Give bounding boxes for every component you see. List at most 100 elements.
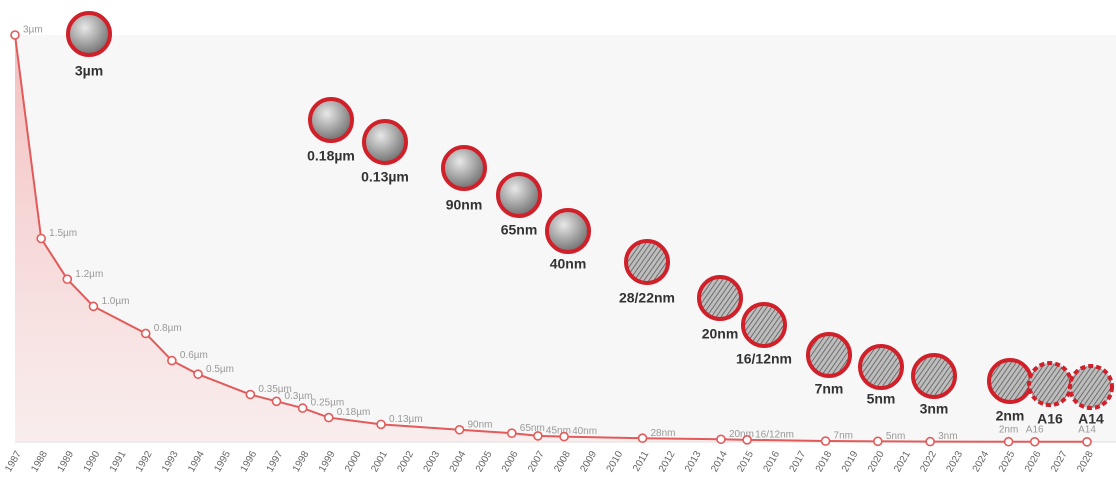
area bbox=[15, 35, 1087, 442]
point bbox=[323, 412, 334, 423]
callout-label: A16 bbox=[1037, 411, 1063, 427]
point bbox=[1082, 437, 1092, 447]
value-label: 5nm bbox=[886, 431, 905, 442]
callout-label: 3nm bbox=[920, 401, 949, 417]
point bbox=[376, 419, 386, 430]
process-image bbox=[697, 275, 743, 321]
x-tick-label: 2003 bbox=[422, 449, 443, 474]
point bbox=[533, 431, 543, 441]
point bbox=[1029, 436, 1040, 447]
value-label: 20nm bbox=[729, 429, 754, 440]
x-tick-label: 2008 bbox=[552, 449, 573, 474]
process-image bbox=[545, 208, 591, 254]
x-tick-label: 1990 bbox=[82, 449, 103, 474]
process-image bbox=[308, 97, 354, 143]
value-label: 0.6µm bbox=[180, 350, 208, 361]
point bbox=[1003, 436, 1014, 447]
point bbox=[271, 396, 282, 407]
x-tick-label: 1987 bbox=[3, 449, 24, 474]
process-image bbox=[496, 172, 542, 218]
process-image bbox=[1027, 361, 1073, 407]
point bbox=[62, 274, 73, 285]
x-tick-label: 1993 bbox=[160, 449, 181, 474]
x-tick-label: 2015 bbox=[735, 449, 756, 474]
x-tick-label: 1999 bbox=[317, 449, 338, 474]
process-image bbox=[441, 145, 487, 191]
x-tick-label: 2018 bbox=[814, 449, 835, 474]
process-image bbox=[987, 358, 1033, 404]
callout-label: 90nm bbox=[446, 197, 483, 213]
x-tick-label: 2017 bbox=[788, 449, 809, 474]
x-tick-label: 2016 bbox=[761, 449, 782, 474]
x-tick-label: 2004 bbox=[448, 449, 469, 474]
process-image bbox=[624, 239, 670, 285]
x-tick-label: 1998 bbox=[291, 449, 312, 474]
x-tick-label: 1994 bbox=[186, 449, 207, 474]
value-label: A16 bbox=[1026, 424, 1044, 435]
callout-label: 16/12nm bbox=[736, 351, 792, 367]
x-tick-label: 2012 bbox=[657, 449, 678, 474]
process-image bbox=[806, 332, 852, 378]
point bbox=[506, 428, 517, 438]
process-image bbox=[741, 302, 787, 348]
value-label: 40nm bbox=[572, 426, 597, 437]
value-label: 0.35µm bbox=[258, 384, 292, 395]
x-tick-label: 2024 bbox=[971, 449, 992, 474]
point bbox=[742, 435, 752, 445]
callout-label: A14 bbox=[1078, 411, 1104, 427]
x-tick-label: 2007 bbox=[526, 449, 547, 474]
point bbox=[637, 433, 648, 444]
callout-label: 20nm bbox=[702, 326, 739, 342]
point bbox=[873, 436, 883, 447]
value-label: A14 bbox=[1078, 424, 1096, 435]
point bbox=[245, 389, 256, 400]
callout-label: 0.13µm bbox=[361, 169, 409, 185]
value-label: 0.3µm bbox=[284, 391, 312, 402]
callout-label: 28/22nm bbox=[619, 290, 675, 306]
x-tick-label: 2005 bbox=[474, 449, 495, 474]
point bbox=[88, 301, 99, 312]
point bbox=[454, 424, 465, 435]
process-image bbox=[362, 119, 408, 165]
value-label: 7nm bbox=[834, 431, 853, 442]
point bbox=[297, 403, 308, 413]
value-label: 1.2µm bbox=[75, 269, 103, 280]
x-tick-label: 2028 bbox=[1075, 449, 1096, 474]
value-label: 0.25µm bbox=[311, 398, 345, 409]
x-tick-label: 2014 bbox=[709, 449, 730, 474]
point bbox=[167, 355, 177, 366]
callout-label: 7nm bbox=[815, 381, 844, 397]
x-tick-label: 2025 bbox=[997, 449, 1018, 474]
point bbox=[36, 233, 46, 244]
x-tick-label: 1988 bbox=[29, 449, 50, 474]
value-label: 1.0µm bbox=[101, 296, 129, 307]
value-label: 28nm bbox=[651, 428, 676, 439]
x-tick-label: 2020 bbox=[866, 449, 887, 474]
x-tick-label: 2026 bbox=[1023, 449, 1044, 474]
point bbox=[10, 30, 20, 40]
callout-label: 3µm bbox=[75, 63, 103, 79]
x-tick-label: 2022 bbox=[918, 449, 939, 474]
value-label: 90nm bbox=[467, 419, 492, 430]
x-tick-label: 1992 bbox=[134, 449, 155, 474]
x-tick-label: 2027 bbox=[1049, 449, 1070, 474]
x-tick-label: 2010 bbox=[605, 449, 626, 474]
x-tick-label: 2011 bbox=[631, 449, 651, 474]
x-tick-label: 2009 bbox=[578, 449, 599, 474]
callout-label: 65nm bbox=[501, 222, 538, 238]
value-label: 45nm bbox=[546, 426, 571, 437]
point bbox=[716, 434, 726, 445]
callout-label: 5nm bbox=[867, 391, 896, 407]
process-image bbox=[66, 11, 112, 57]
point bbox=[820, 436, 831, 446]
x-tick-label: 2006 bbox=[500, 449, 521, 474]
x-tick-label: 2013 bbox=[683, 449, 704, 474]
value-label: 2nm bbox=[999, 424, 1018, 435]
x-tick-label: 1995 bbox=[212, 449, 233, 474]
callout-label: 2nm bbox=[996, 408, 1025, 424]
x-tick-label: 2021 bbox=[892, 449, 913, 474]
point bbox=[140, 328, 151, 339]
value-label: 16/12nm bbox=[755, 429, 794, 440]
process-image bbox=[1068, 364, 1114, 410]
